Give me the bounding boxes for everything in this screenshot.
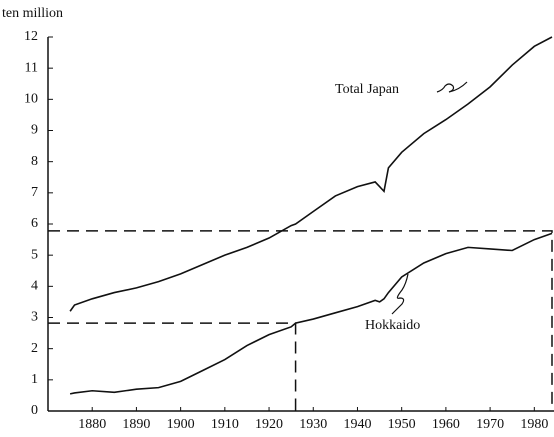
- y-tick-label: 7: [31, 185, 38, 200]
- y-tick-label: 10: [24, 92, 38, 107]
- series-line: [69, 36, 553, 312]
- y-tick-label: 5: [31, 247, 38, 262]
- y-tick-label: 3: [31, 310, 38, 325]
- y-tick-label: 2: [31, 341, 38, 356]
- x-tick-label: 1980: [520, 417, 548, 432]
- x-tick-label: 1950: [388, 417, 416, 432]
- guide-line: [48, 322, 297, 411]
- x-tick-label: 1900: [167, 417, 195, 432]
- x-tick-label: 1960: [432, 417, 460, 432]
- x-tick-label: 1880: [78, 417, 106, 432]
- leader: [391, 273, 409, 315]
- x-tick-label: 1920: [255, 417, 283, 432]
- x-tick-label: 1910: [211, 417, 239, 432]
- x-tick-label: 1890: [122, 417, 150, 432]
- y-tick-label: 1: [31, 372, 38, 387]
- x-tick-label: 1970: [476, 417, 504, 432]
- y-tick-label: 12: [24, 29, 38, 44]
- y-tick-label: 6: [31, 216, 38, 231]
- y-axis-label: ten million: [2, 6, 63, 21]
- leader: [436, 81, 468, 93]
- y-tick-label: 0: [31, 403, 38, 418]
- guide-line: [48, 230, 553, 411]
- y-tick-label: 11: [25, 60, 38, 75]
- series-line: [69, 232, 553, 395]
- y-tick-label: 8: [31, 154, 38, 169]
- x-tick-label: 1930: [299, 417, 327, 432]
- series-label: Hokkaido: [365, 318, 420, 333]
- y-tick-label: 9: [31, 123, 38, 138]
- series-label: Total Japan: [335, 82, 399, 97]
- x-tick-label: 1940: [343, 417, 371, 432]
- y-tick-label: 4: [31, 279, 38, 294]
